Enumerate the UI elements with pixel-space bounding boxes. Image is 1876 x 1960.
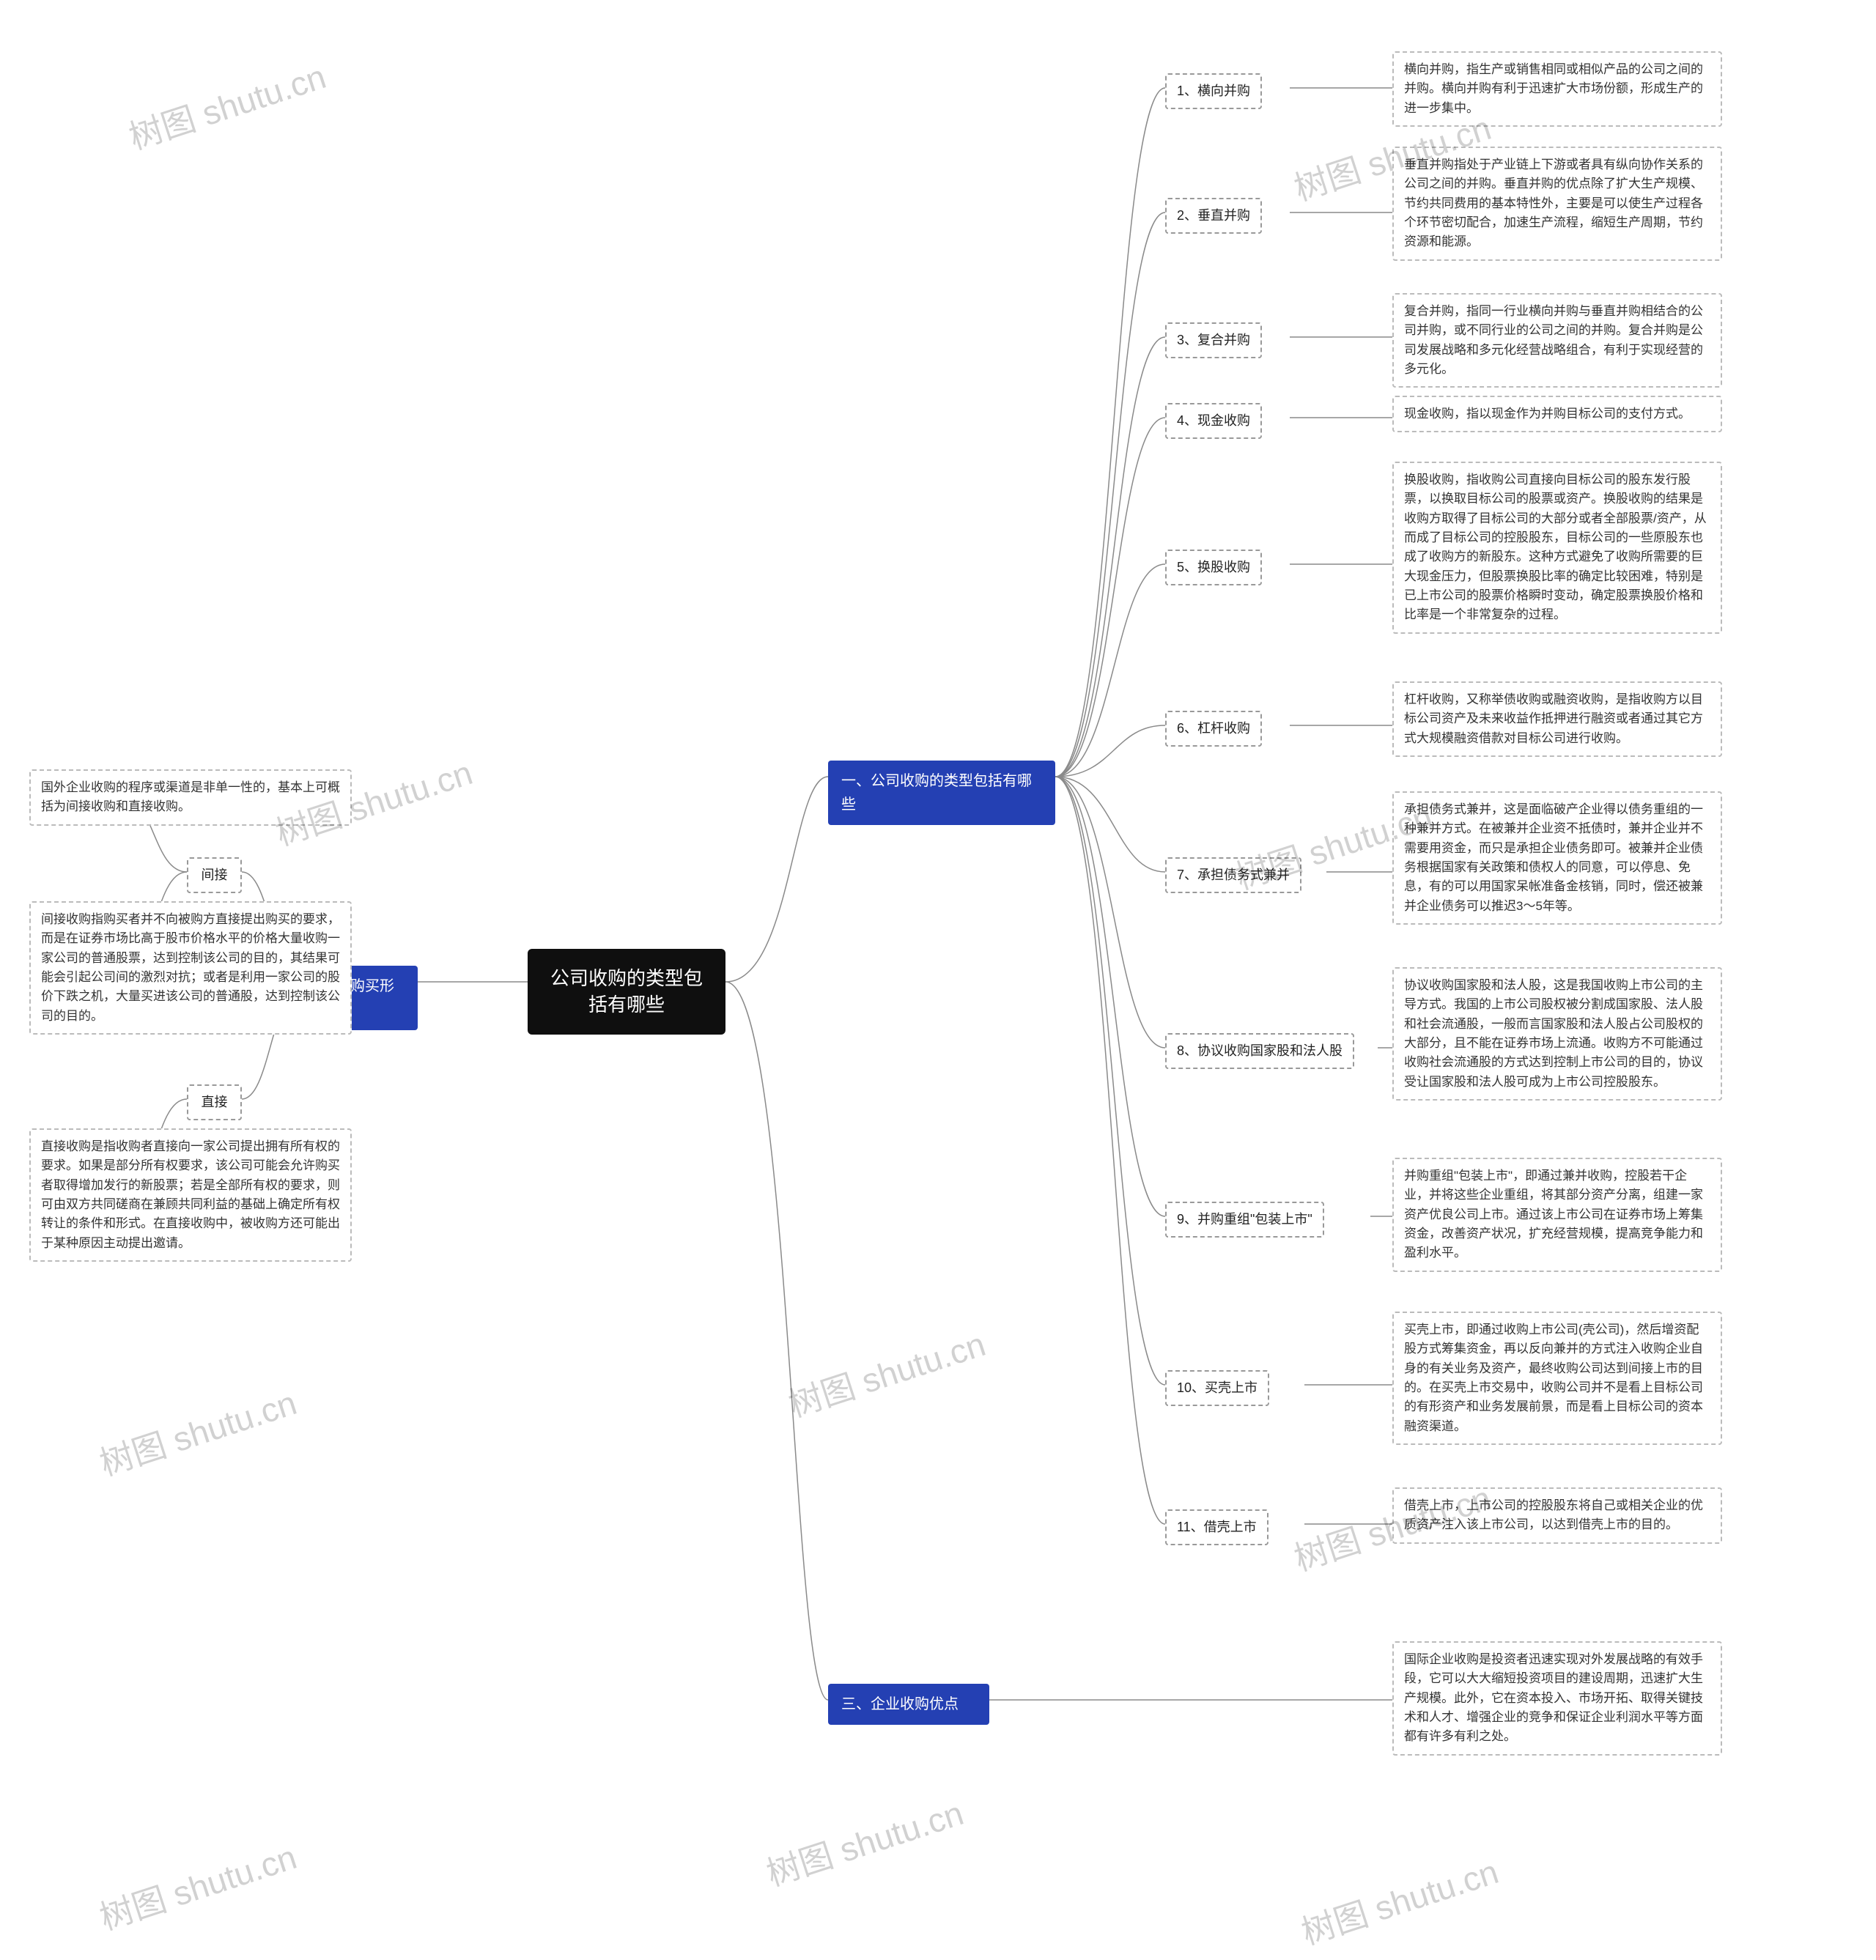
type-2-desc: 垂直并购指处于产业链上下游或者具有纵向协作关系的公司之间的并购。垂直并购的优点除…: [1392, 147, 1722, 261]
type-10[interactable]: 10、买壳上市: [1165, 1370, 1269, 1406]
form-intro-desc: 国外企业收购的程序或渠道是非单一性的，基本上可概括为间接收购和直接收购。: [29, 769, 352, 826]
watermark: 树图 shutu.cn: [93, 1377, 302, 1486]
form-indirect-desc: 间接收购指购买者并不向被购方直接提出购买的要求，而是在证券市场比高于股市价格水平…: [29, 901, 352, 1035]
type-10-desc: 买壳上市，即通过收购上市公司(壳公司)，然后增资配股方式筹集资金，再以反向兼并的…: [1392, 1312, 1722, 1445]
branch-advantages[interactable]: 三、企业收购优点: [828, 1684, 989, 1725]
branch-types[interactable]: 一、公司收购的类型包括有哪些: [828, 761, 1055, 825]
advantages-desc: 国际企业收购是投资者迅速实现对外发展战略的有效手段，它可以大大缩短投资项目的建设…: [1392, 1641, 1722, 1756]
form-direct[interactable]: 直接: [187, 1084, 242, 1120]
form-direct-desc: 直接收购是指收购者直接向一家公司提出拥有所有权的要求。如果是部分所有权要求，该公…: [29, 1128, 352, 1262]
type-11-desc: 借壳上市，上市公司的控股股东将自己或相关企业的优质资产注入该上市公司，以达到借壳…: [1392, 1487, 1722, 1544]
watermark: 树图 shutu.cn: [760, 1787, 969, 1896]
type-9[interactable]: 9、并购重组"包装上市": [1165, 1202, 1324, 1238]
type-5-desc: 换股收购，指收购公司直接向目标公司的股东发行股票，以换取目标公司的股票或资产。换…: [1392, 462, 1722, 634]
root-node[interactable]: 公司收购的类型包括有哪些: [528, 949, 725, 1035]
type-1-desc: 横向并购，指生产或销售相同或相似产品的公司之间的并购。横向并购有利于迅速扩大市场…: [1392, 51, 1722, 127]
type-8-desc: 协议收购国家股和法人股，这是我国收购上市公司的主导方式。我国的上市公司股权被分割…: [1392, 967, 1722, 1101]
type-7-desc: 承担债务式兼并，这是面临破产企业得以债务重组的一种兼并方式。在被兼并企业资不抵债…: [1392, 791, 1722, 925]
type-6-desc: 杠杆收购，又称举债收购或融资收购，是指收购方以目标公司资产及未来收益作抵押进行融…: [1392, 681, 1722, 757]
type-3-desc: 复合并购，指同一行业横向并购与垂直并购相结合的公司并购，或不同行业的公司之间的并…: [1392, 293, 1722, 388]
watermark: 树图 shutu.cn: [1295, 1846, 1504, 1955]
type-6[interactable]: 6、杠杆收购: [1165, 711, 1262, 747]
type-11[interactable]: 11、借壳上市: [1165, 1509, 1268, 1545]
type-8[interactable]: 8、协议收购国家股和法人股: [1165, 1033, 1354, 1069]
type-4-desc: 现金收购，指以现金作为并购目标公司的支付方式。: [1392, 396, 1722, 432]
type-5[interactable]: 5、换股收购: [1165, 550, 1262, 585]
type-4[interactable]: 4、现金收购: [1165, 403, 1262, 439]
type-7[interactable]: 7、承担债务式兼并: [1165, 857, 1301, 893]
watermark: 树图 shutu.cn: [782, 1318, 991, 1427]
type-9-desc: 并购重组"包装上市"，即通过兼并收购，控股若干企业，并将这些企业重组，将其部分资…: [1392, 1158, 1722, 1272]
watermark: 树图 shutu.cn: [93, 1831, 302, 1940]
type-3[interactable]: 3、复合并购: [1165, 322, 1262, 358]
mindmap-canvas: 公司收购的类型包括有哪些 一、公司收购的类型包括有哪些 1、横向并购 横向并购，…: [0, 0, 1876, 1960]
watermark: 树图 shutu.cn: [122, 51, 331, 160]
form-indirect[interactable]: 间接: [187, 857, 242, 893]
type-2[interactable]: 2、垂直并购: [1165, 198, 1262, 234]
type-1[interactable]: 1、横向并购: [1165, 73, 1262, 109]
